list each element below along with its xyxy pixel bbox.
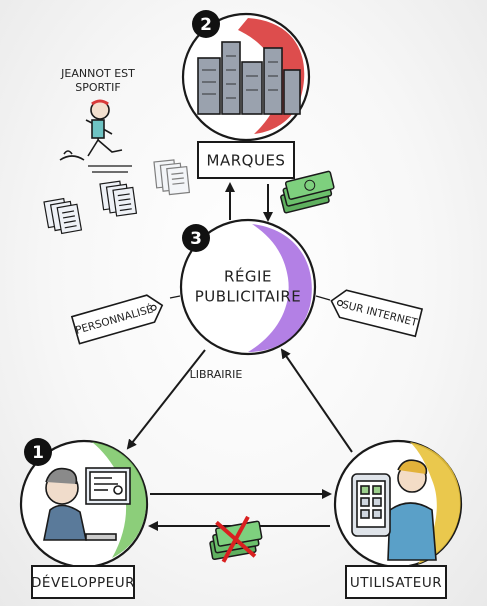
edge-label-librairie: LIBRAIRIE: [190, 368, 243, 381]
jeannot-line2: SPORTIF: [75, 81, 120, 94]
badge-1: [24, 438, 52, 466]
money-bills-icon: [280, 170, 335, 214]
document-stack-icon: [43, 159, 191, 235]
badge-2: [192, 10, 220, 38]
regie-line1: RÉGIE: [224, 267, 272, 286]
developpeur-label-box: [31, 565, 135, 599]
windows: [202, 55, 278, 99]
regie-crescent: [248, 224, 312, 352]
node-regie: 3 RÉGIE PUBLICITAIRE: [179, 218, 317, 356]
utilisateur-swoosh: [410, 442, 461, 564]
utilisateur-label: UTILISATEUR: [350, 575, 442, 591]
regie-line2: PUBLICITAIRE: [195, 288, 302, 306]
badge-1-number: 1: [32, 443, 44, 463]
arrow-utilisateur-to-regie: [280, 348, 353, 453]
tag-personnalise: PERSONNALISÉ: [70, 294, 181, 345]
arrow-regie-to-developpeur: [126, 349, 206, 450]
runner-icon: [59, 99, 132, 173]
utilisateur-label-box: [345, 565, 447, 599]
developer-at-computer-icon: [43, 467, 131, 541]
marques-label: MARQUES: [207, 152, 286, 170]
node-utilisateur: UTILISATEUR: [333, 439, 463, 599]
marques-label-box: [197, 141, 295, 179]
badge-3-number: 3: [190, 229, 202, 249]
jeannot-line1: JEANNOT EST: [60, 67, 135, 80]
developpeur-label: DÉVELOPPEUR: [31, 574, 135, 591]
jeannot-note: JEANNOT EST SPORTIF: [59, 67, 135, 173]
crossed-money-icon: [209, 515, 263, 563]
badge-2-number: 2: [200, 15, 212, 35]
developpeur-swoosh: [92, 442, 147, 558]
tag-sur-internet: SUR INTERNET: [315, 289, 424, 338]
user-with-phone-icon: [351, 459, 437, 561]
node-marques: 2 MARQUES: [181, 10, 311, 179]
badge-3: [182, 224, 210, 252]
node-developpeur: 1 DÉVELOPPEUR: [19, 438, 149, 599]
city-buildings-icon: [197, 41, 301, 115]
